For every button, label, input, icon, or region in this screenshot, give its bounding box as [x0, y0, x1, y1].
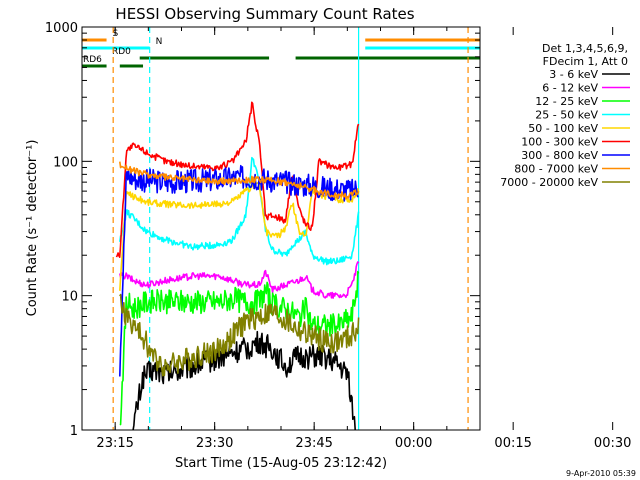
legend-header-line: FDecim 1, Att 0: [543, 55, 628, 68]
y-tick-label: 1000: [45, 21, 78, 36]
legend-entry-label: 50 - 100 keV: [528, 122, 598, 135]
x-tick-label: 00:15: [494, 436, 531, 451]
legend-entry-label: 3 - 6 keV: [549, 68, 598, 81]
x-tick-label: 00:30: [594, 436, 631, 451]
y-tick-label: 1: [70, 424, 78, 439]
flags-layer: SNRD0RD6: [82, 29, 480, 68]
y-axis-label: Count Rate (s⁻¹ detector⁻¹): [25, 140, 40, 317]
series-line: [119, 293, 360, 377]
legend-entry-label: 7000 - 20000 keV: [500, 176, 598, 189]
legend: Det 1,3,4,5,6,9,FDecim 1, Att 03 - 6 keV…: [500, 42, 630, 189]
x-tick-label: 23:15: [96, 436, 133, 451]
chart-title: HESSI Observing Summary Count Rates: [115, 5, 414, 23]
series-line: [119, 261, 360, 299]
legend-entry-label: 6 - 12 keV: [542, 82, 598, 95]
series-line: [132, 330, 356, 431]
y-tick-label: 100: [53, 155, 78, 170]
y-tick-label: 10: [61, 290, 78, 305]
legend-entry-label: 800 - 7000 keV: [514, 163, 598, 176]
legend-entry-label: 100 - 300 keV: [521, 136, 598, 149]
series-layer: [115, 101, 360, 431]
flag-rd0-label: RD0: [112, 47, 131, 57]
legend-entry-label: 12 - 25 keV: [535, 95, 598, 108]
legend-header-line: Det 1,3,4,5,6,9,: [542, 42, 628, 55]
flag-n-label: N: [156, 37, 163, 47]
footer-date: 9-Apr-2010 05:39: [566, 469, 636, 478]
flag-rd6-label: RD6: [83, 55, 102, 65]
x-tick-label: 23:45: [295, 436, 332, 451]
x-tick-label: 23:30: [196, 436, 233, 451]
series-line: [115, 101, 360, 259]
y-axis: 1 10 100 1000: [45, 21, 480, 439]
series-line: [119, 164, 359, 377]
legend-entry-label: 300 - 800 keV: [521, 149, 598, 162]
series-line: [119, 161, 360, 200]
x-axis-label: Start Time (15-Aug-05 23:12:42): [175, 456, 387, 471]
legend-entry-label: 25 - 50 keV: [535, 109, 598, 122]
x-tick-label: 00:00: [395, 436, 432, 451]
series-line: [119, 156, 360, 266]
